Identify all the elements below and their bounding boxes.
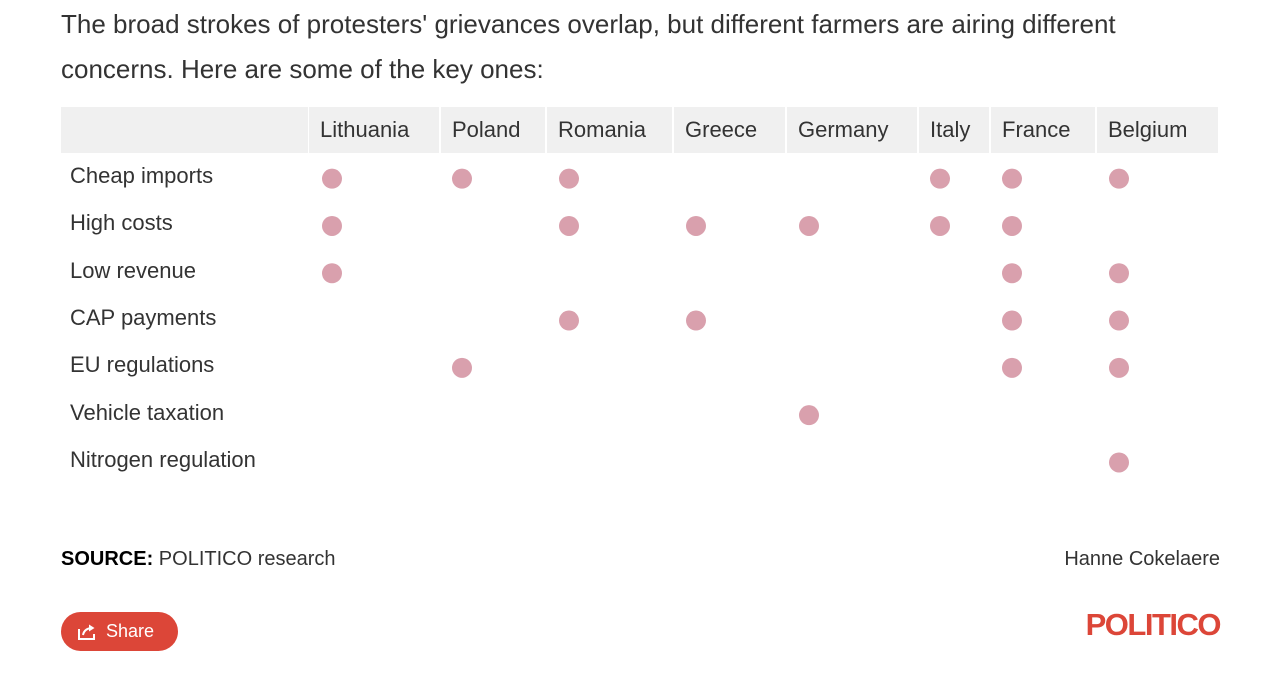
column-header-france: France [991,107,1095,153]
share-button[interactable]: Share [61,612,178,651]
author-credit: Hanne Cokelaere [1064,548,1220,570]
source-text: POLITICO research [158,548,336,570]
dot-cheap-imports-france [1002,168,1022,189]
dot-cheap-imports-poland [452,168,472,189]
row-label-nitrogen-regulation: Nitrogen regulation [70,446,256,472]
share-icon [78,624,95,640]
dot-cheap-imports-lithuania [322,168,342,189]
column-header-italy: Italy [919,107,989,153]
dot-eu-regulations-belgium [1109,357,1129,378]
column-header-germany: Germany [787,107,917,153]
row-label-cap-payments: CAP payments [70,304,217,330]
dot-eu-regulations-poland [452,357,472,378]
dot-high-costs-germany [799,215,819,236]
dot-cap-payments-romania [559,310,579,331]
grievance-table: Lithuania Poland Romania Greece Germany Italy… [61,107,1218,487]
source-label: SOURCE: [61,548,154,570]
dot-eu-regulations-france [1002,357,1022,378]
dot-nitrogen-regulation-belgium [1109,452,1129,473]
row-label-low-revenue: Low revenue [70,257,196,283]
dot-cheap-imports-romania [559,168,579,189]
dot-cheap-imports-belgium [1109,168,1129,189]
source-note: SOURCE: POLITICO research [61,545,336,573]
dot-high-costs-romania [559,215,579,236]
dot-high-costs-greece [686,215,706,236]
dot-high-costs-france [1002,215,1022,236]
dot-cap-payments-france [1002,310,1022,331]
grievance-dot-matrix [322,168,1129,473]
column-header-poland: Poland [441,107,545,153]
share-button-label: Share [106,621,155,641]
dot-low-revenue-france [1002,263,1022,284]
column-header-romania: Romania [547,107,672,153]
dot-vehicle-taxation-germany [799,405,819,426]
dot-cap-payments-greece [686,310,706,331]
row-label-eu-regulations: EU regulations [70,352,215,378]
row-label-vehicle-taxation: Vehicle taxation [70,399,225,425]
column-header-lithuania: Lithuania [309,107,439,153]
dot-low-revenue-lithuania [322,263,342,284]
chart-intro-text: The broad strokes of protesters' grievan… [61,9,1116,84]
dot-low-revenue-belgium [1109,263,1129,284]
column-header-greece: Greece [674,107,785,153]
politico-logo[interactable]: POLITICO [1085,607,1222,642]
dot-cap-payments-belgium [1109,310,1129,331]
row-label-high-costs: High costs [70,210,173,236]
table-header-corner [61,107,308,153]
dot-high-costs-lithuania [322,215,342,236]
column-header-belgium: Belgium [1097,107,1218,153]
dot-cheap-imports-italy [930,168,950,189]
dot-high-costs-italy [930,215,950,236]
row-label-cheap-imports: Cheap imports [70,163,214,188]
